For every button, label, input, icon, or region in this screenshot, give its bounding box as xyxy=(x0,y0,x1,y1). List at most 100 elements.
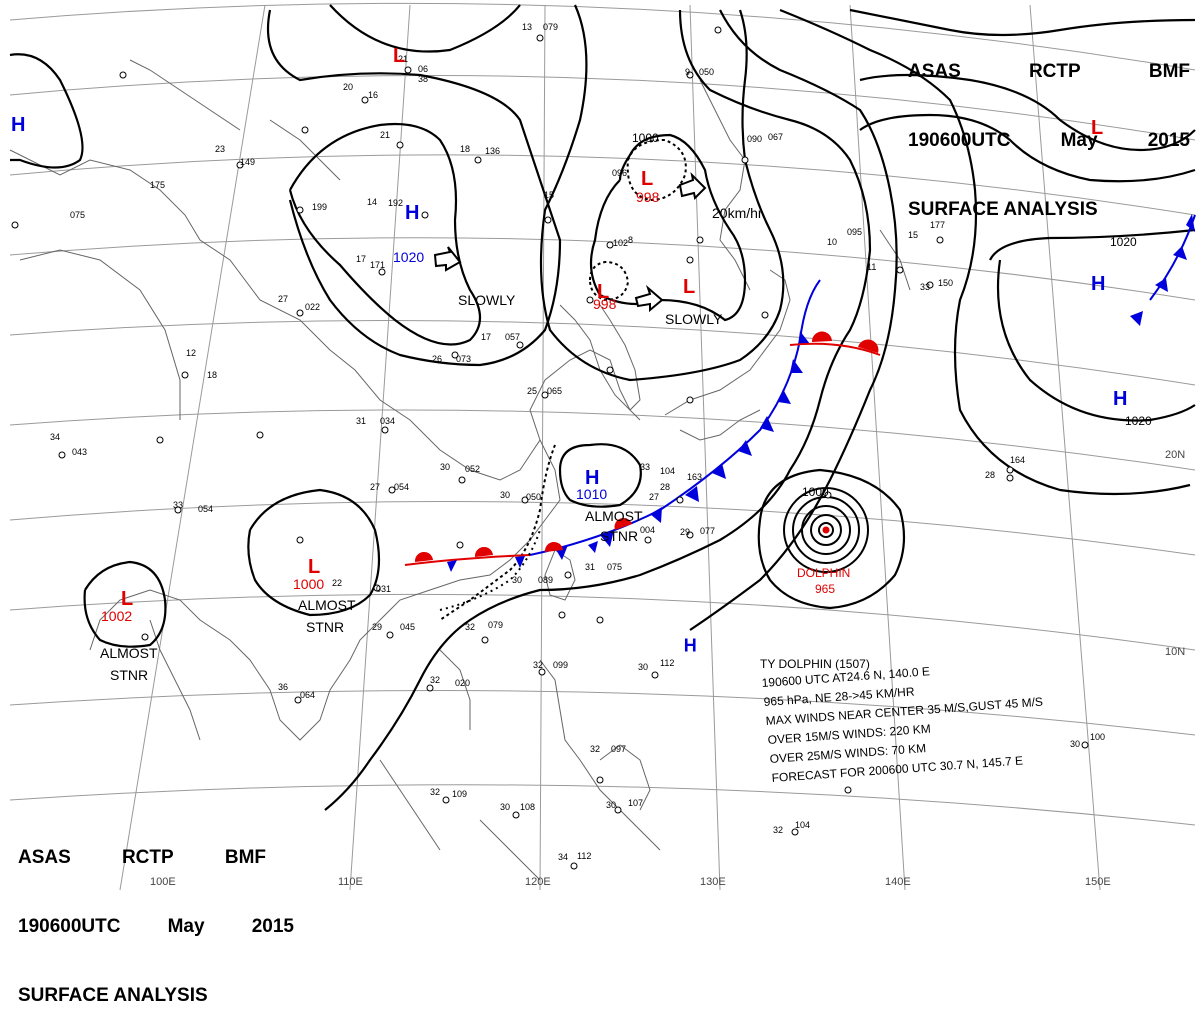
station-value: 13 xyxy=(522,22,532,32)
station-value: 22 xyxy=(332,578,342,588)
station-value: 199 xyxy=(312,202,327,212)
typhoon-info-line: TY DOLPHIN (1507) xyxy=(760,657,870,671)
station-value: 29 xyxy=(680,527,690,537)
station-value: 33 xyxy=(173,500,183,510)
motion-label: ALMOST xyxy=(298,597,356,613)
station-value: 065 xyxy=(547,386,562,396)
low-center-marker: L xyxy=(393,45,405,67)
header-bureau: BMF xyxy=(1148,61,1190,82)
station-value: 30 xyxy=(440,462,450,472)
isobar-label: 1020 xyxy=(1125,414,1152,428)
station-value: 17 xyxy=(356,254,366,264)
station-value: 096 xyxy=(612,168,627,178)
station-value: 109 xyxy=(452,789,467,799)
station-value: 10 xyxy=(827,237,837,247)
motion-label: STNR xyxy=(306,619,344,635)
station-value: 073 xyxy=(456,354,471,364)
station-value: 177 xyxy=(930,220,945,230)
isobars xyxy=(9,4,1196,811)
header-month: May xyxy=(1060,130,1098,151)
lon-label: 120E xyxy=(525,876,551,888)
lat-label: 20N xyxy=(1165,449,1185,461)
center-pressure-value: 998 xyxy=(593,296,617,312)
header-datetime: 190600UTC xyxy=(908,130,1011,151)
station-value: 077 xyxy=(700,526,715,536)
station-value: 29 xyxy=(372,622,382,632)
station-value: 164 xyxy=(1010,455,1025,465)
station-value: 11 xyxy=(867,262,876,272)
lon-label: 140E xyxy=(885,876,911,888)
station-value: 171 xyxy=(370,260,385,270)
station-value: 32 xyxy=(773,825,783,835)
station-value: 30 xyxy=(500,802,510,812)
station-value: 21 xyxy=(398,54,408,64)
header-station: RCTP xyxy=(1028,61,1081,82)
header-station: RCTP xyxy=(121,847,174,868)
center-pressure-value: 1000 xyxy=(293,576,324,592)
high-center-marker: H xyxy=(405,202,419,224)
station-value: 104 xyxy=(660,466,675,476)
station-value: 052 xyxy=(465,464,480,474)
stationary-front xyxy=(404,331,881,572)
header-line-2: 190600UTC May 2015 xyxy=(908,129,1190,152)
station-value: 079 xyxy=(488,620,503,630)
header-month: May xyxy=(167,916,205,937)
low-center-marker: L xyxy=(1091,117,1103,139)
station-value: 28 xyxy=(660,482,670,492)
station-value: 27 xyxy=(370,482,380,492)
motion-label: 20km/hr xyxy=(712,205,763,221)
station-value: 33 xyxy=(640,462,650,472)
station-value: 31 xyxy=(585,562,595,572)
low-center-marker: L xyxy=(683,276,695,298)
station-value: 30 xyxy=(606,800,616,810)
station-markers xyxy=(11,26,1089,870)
header-year: 2015 xyxy=(1147,130,1190,151)
low-center-marker: L xyxy=(597,281,609,303)
station-value: 107 xyxy=(628,798,643,808)
station-value: 9 xyxy=(685,67,690,77)
station-value: 108 xyxy=(520,802,535,812)
station-value: 054 xyxy=(198,504,213,514)
typhoon-pressure: 965 xyxy=(815,582,835,596)
station-value: 14 xyxy=(367,197,377,207)
coastlines xyxy=(9,59,911,881)
station-value: 150 xyxy=(938,278,953,288)
station-value: 075 xyxy=(607,562,622,572)
low-center-marker: L xyxy=(308,556,320,578)
station-value: 34 xyxy=(50,432,60,442)
isobar-labels: 1000 1020 1020 1000 xyxy=(632,131,1152,499)
station-value: 099 xyxy=(553,660,568,670)
lon-label: 150E xyxy=(1085,876,1111,888)
header-product: SURFACE ANALYSIS xyxy=(908,199,1098,220)
center-pressure-value: 1002 xyxy=(101,608,132,624)
station-value: 031 xyxy=(376,584,391,594)
station-value: 136 xyxy=(485,146,500,156)
station-value: 045 xyxy=(400,622,415,632)
header-datetime: 190600UTC xyxy=(18,916,121,937)
station-value: 33 xyxy=(920,282,930,292)
station-value: 12 xyxy=(186,348,196,358)
low-center-marker: L xyxy=(121,588,133,610)
station-value: 112 xyxy=(577,851,591,861)
station-value: 32 xyxy=(533,660,543,670)
latitude-labels: 20N 10N xyxy=(1165,449,1185,658)
high-center-marker: H xyxy=(585,467,599,489)
station-value: 090 xyxy=(747,134,762,144)
high-center-marker: H xyxy=(1091,273,1105,295)
station-value: 163 xyxy=(687,472,702,482)
station-value: 079 xyxy=(543,22,558,32)
low-center-marker: L xyxy=(641,168,653,190)
station-value: 15 xyxy=(908,230,918,240)
motion-label: SLOWLY xyxy=(665,311,723,327)
station-value: 175 xyxy=(150,180,165,190)
header-agency: ASAS xyxy=(908,61,961,82)
dashed-isobars xyxy=(439,138,687,621)
station-value: 112 xyxy=(660,658,674,668)
motion-label: ALMOST xyxy=(585,508,643,524)
station-value: 23 xyxy=(215,144,225,154)
station-value: 16 xyxy=(368,90,378,100)
station-value: 32 xyxy=(590,744,600,754)
station-value: 26 xyxy=(432,354,442,364)
